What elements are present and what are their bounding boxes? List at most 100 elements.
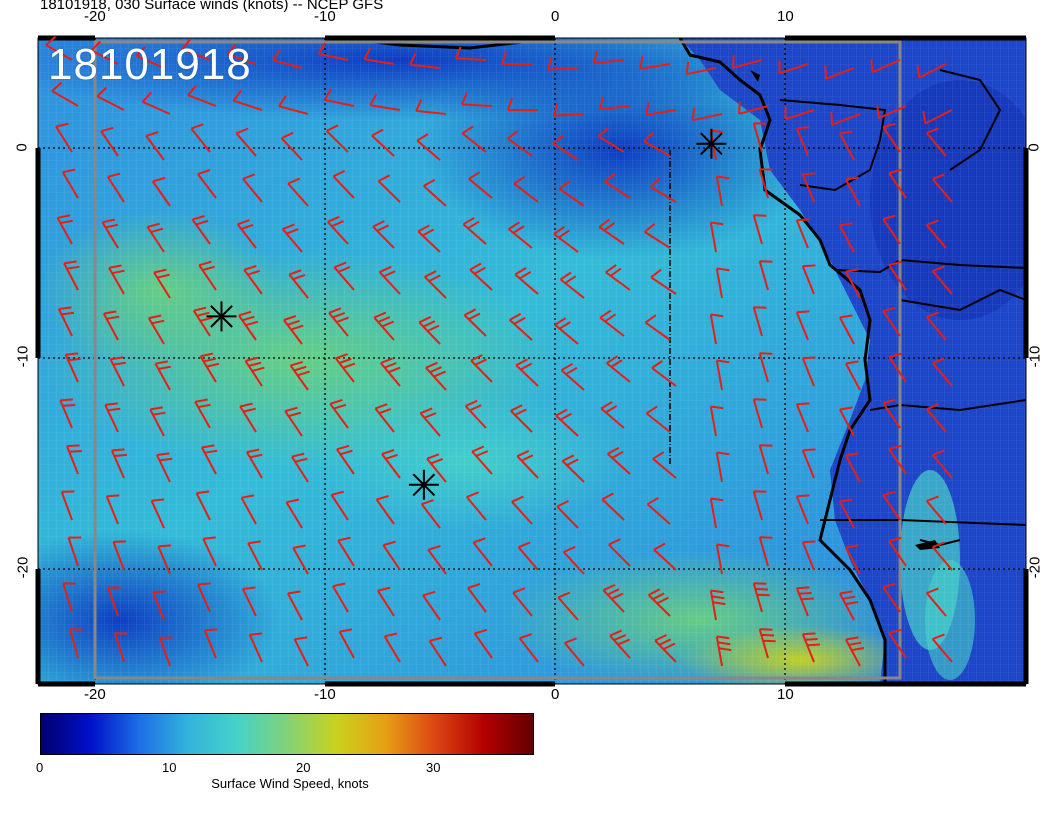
- wind-barb: [547, 57, 579, 71]
- wind-barb: [409, 52, 441, 69]
- lat-tick-right: -10: [1026, 345, 1044, 368]
- wind-barb: [468, 171, 493, 199]
- wind-barb: [651, 359, 677, 387]
- wind-barb: [461, 92, 493, 107]
- wind-barb: [758, 168, 773, 199]
- wind-barb: [709, 497, 724, 529]
- wind-barb: [516, 449, 539, 479]
- wind-barb: [152, 590, 166, 621]
- wind-barb: [758, 352, 773, 383]
- wind-barb: [709, 405, 724, 437]
- wind-barb: [243, 264, 263, 295]
- wind-barb: [685, 61, 717, 76]
- wind-barb: [752, 306, 767, 337]
- wind-barb: [425, 361, 447, 391]
- wind-barb: [90, 40, 119, 65]
- wind-barb: [643, 132, 671, 157]
- wind-barb: [289, 360, 310, 391]
- wind-barb: [606, 355, 631, 383]
- wind-barb: [428, 636, 447, 667]
- wind-barb: [246, 448, 263, 479]
- wind-barb: [554, 317, 579, 345]
- lat-tick-right: -20: [1026, 556, 1044, 579]
- wind-barb: [801, 356, 816, 387]
- wind-barb: [925, 587, 947, 617]
- wind-barb: [839, 590, 859, 621]
- wind-barb: [464, 399, 487, 429]
- wind-barbs: [45, 35, 953, 667]
- wind-barb: [242, 586, 257, 617]
- wind-barb: [328, 307, 349, 337]
- wind-barb: [652, 451, 677, 479]
- wind-barb: [287, 177, 309, 207]
- wind-barb: [382, 540, 401, 571]
- wind-barb: [795, 494, 810, 525]
- wind-barb: [795, 402, 810, 433]
- wind-barb: [462, 216, 487, 245]
- wind-barb: [845, 452, 861, 483]
- wind-barb: [839, 222, 855, 253]
- wind-barb: [147, 314, 165, 345]
- wind-barb: [374, 403, 395, 433]
- wind-barb: [511, 495, 533, 525]
- wind-barb: [599, 309, 625, 337]
- wind-barb: [329, 398, 349, 429]
- wind-barb: [564, 637, 585, 667]
- wind-barb: [235, 127, 257, 157]
- wind-barb: [555, 408, 579, 437]
- wind-barb: [888, 536, 907, 567]
- wind-barb: [109, 356, 126, 387]
- lon-tick-top: -20: [84, 8, 106, 25]
- wind-barb: [758, 260, 773, 291]
- wind-barb: [337, 536, 355, 567]
- wind-barb: [553, 103, 585, 117]
- wind-barb: [369, 93, 401, 111]
- wind-barb: [709, 589, 726, 621]
- wind-barb: [556, 500, 579, 529]
- wind-barb: [292, 544, 309, 575]
- wind-barb: [202, 536, 217, 567]
- storm-marker: [696, 128, 727, 159]
- wind-barb: [801, 540, 816, 571]
- wind-barb: [752, 122, 767, 153]
- wind-barb: [916, 63, 947, 79]
- wind-barb: [845, 268, 861, 299]
- wind-barb: [824, 66, 855, 80]
- wind-barb: [145, 131, 165, 161]
- wind-barb: [778, 60, 809, 75]
- wind-barb: [732, 55, 763, 69]
- wind-barb: [557, 591, 579, 621]
- wind-barb: [644, 314, 671, 341]
- wind-barb: [597, 127, 625, 153]
- wind-barb: [471, 445, 493, 475]
- colorbar-title: Surface Wind Speed, knots: [211, 776, 369, 791]
- wind-barb: [247, 540, 263, 571]
- wind-barb: [135, 45, 165, 69]
- wind-barb: [646, 496, 671, 525]
- wind-barb: [157, 544, 171, 575]
- wind-barb: [510, 404, 533, 433]
- wind-barb: [709, 313, 724, 345]
- wind-barb: [427, 544, 447, 575]
- wind-barb: [293, 636, 309, 667]
- wind-barb: [146, 222, 165, 253]
- wind-barb: [600, 401, 625, 429]
- wind-barb: [645, 102, 677, 116]
- wind-barb: [327, 215, 349, 245]
- wind-barb: [882, 582, 901, 613]
- wind-barb: [61, 168, 79, 199]
- wind-barb: [56, 214, 73, 245]
- date-stamp: 18101918: [48, 40, 252, 89]
- wind-barb: [332, 169, 355, 199]
- wind-barb: [377, 586, 395, 617]
- wind-barb: [738, 101, 769, 115]
- wind-barb: [599, 96, 631, 111]
- wind-barb: [758, 444, 773, 475]
- wind-barb: [240, 494, 257, 525]
- wind-barb: [925, 311, 947, 341]
- wind-barb: [332, 582, 349, 613]
- wind-barb: [108, 264, 125, 295]
- wind-barb: [106, 172, 125, 203]
- wind-barb: [602, 583, 625, 613]
- wind-barb: [192, 306, 213, 337]
